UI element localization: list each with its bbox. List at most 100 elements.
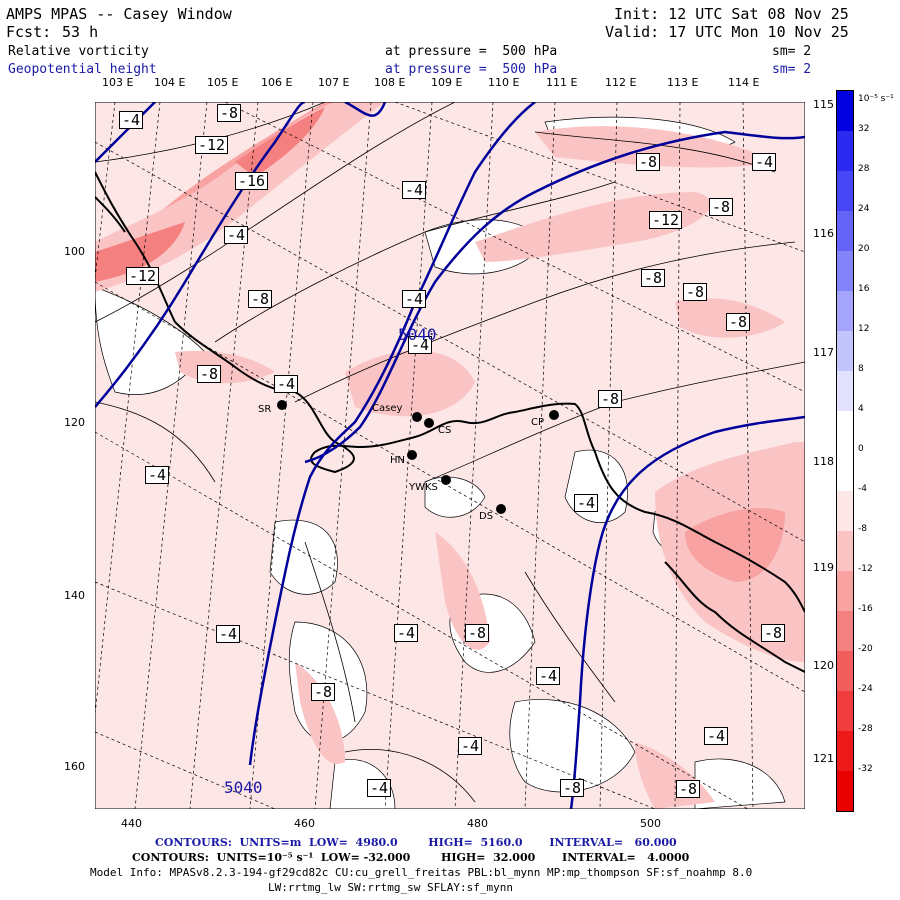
contour-label: -4 xyxy=(274,375,299,393)
forecast-value: 53 h xyxy=(62,23,99,41)
contour-label: -8 xyxy=(560,779,585,797)
colorbar-tick-label: 28 xyxy=(858,164,870,174)
lon-label: 113 E xyxy=(667,76,699,89)
station-dot-ywks[interactable] xyxy=(441,475,451,485)
plot-title: AMPS MPAS -- Casey Window xyxy=(6,5,232,23)
field2-smoothing: sm= 2 xyxy=(772,62,812,77)
contour-label: -8 xyxy=(726,313,751,331)
station-label-ywks: YWKS xyxy=(409,482,438,493)
lon-label: 114 E xyxy=(728,76,760,89)
footer-height-contours: CONTOURS: UNITS=m LOW= 4980.0 HIGH= 5160… xyxy=(155,836,677,849)
station-label-cp: CP xyxy=(531,417,545,428)
colorbar-tick-label: 12 xyxy=(858,324,870,334)
colorbar-tick-label: 4 xyxy=(858,404,864,414)
station-label-ds: DS xyxy=(479,511,494,522)
footer-vorticity-contours: CONTOURS: UNITS=10⁻⁵ s⁻¹ LOW= -32.000 HI… xyxy=(132,851,690,864)
graticule xyxy=(95,102,805,809)
contour-label: -12 xyxy=(649,211,683,229)
contour-label: -4 xyxy=(536,667,561,685)
field1-smoothing: sm= 2 xyxy=(772,44,812,59)
station-dot-cp[interactable] xyxy=(549,410,559,420)
field1-name: Relative vorticity xyxy=(8,44,149,59)
contour-label: -4 xyxy=(119,111,144,129)
station-dot-cs[interactable] xyxy=(424,418,434,428)
geopotential-contours xyxy=(95,102,805,809)
height-label: 5040 xyxy=(398,325,437,344)
contour-label: -4 xyxy=(458,737,483,755)
station-dot-ds[interactable] xyxy=(496,504,506,514)
station-label-cs: CS xyxy=(438,425,452,436)
colorbar-swatch xyxy=(837,771,853,811)
contour-label: -4 xyxy=(402,181,427,199)
colorbar-swatch xyxy=(837,451,853,491)
footer-model-info: Model Info: MPASv8.2.3-194-gf29cd82c CU:… xyxy=(90,866,753,879)
footer-model-info-2: LW:rrtmg_lw SW:rrtmg_sw SFLAY:sf_mynn xyxy=(268,881,514,894)
contour-label: -8 xyxy=(598,390,623,408)
colorbar-swatch xyxy=(837,331,853,371)
colorbar-swatch xyxy=(837,531,853,571)
x-axis-label: 440 xyxy=(121,817,142,830)
contour-label: -4 xyxy=(752,153,777,171)
contour-label: -8 xyxy=(248,290,273,308)
colorbar-swatch xyxy=(837,691,853,731)
x-axis-label: 500 xyxy=(640,817,661,830)
station-label-sr: SR xyxy=(258,404,272,415)
colorbar-swatch xyxy=(837,131,853,171)
contour-label: -16 xyxy=(235,172,269,190)
colorbar-tick-label: 16 xyxy=(858,284,870,294)
station-dot-hn[interactable] xyxy=(407,450,417,460)
y-axis-label: 120 xyxy=(64,416,85,429)
forecast-label: Fcst: xyxy=(6,23,52,41)
colorbar-tick-label: -32 xyxy=(858,764,873,774)
field2-pressure: at pressure = 500 hPa xyxy=(385,62,558,77)
colorbar-tick-label: 8 xyxy=(858,364,864,374)
init-time: Init: 12 UTC Sat 08 Nov 25 xyxy=(614,5,849,23)
colorbar-swatch xyxy=(837,251,853,291)
station-dot-casey[interactable] xyxy=(412,412,422,422)
colorbar-swatch xyxy=(837,91,853,131)
contour-label: -8 xyxy=(197,365,222,383)
contour-label: -4 xyxy=(224,226,249,244)
contour-label: -4 xyxy=(145,466,170,484)
lon-label: 104 E xyxy=(154,76,186,89)
colorbar-units: 10⁻⁵ s⁻¹ xyxy=(858,94,894,104)
station-dot-sr[interactable] xyxy=(277,400,287,410)
colorbar-swatch xyxy=(837,651,853,691)
contour-label: -4 xyxy=(402,290,427,308)
coastline xyxy=(95,171,805,673)
colorbar-tick-label: -12 xyxy=(858,564,873,574)
contour-label: -8 xyxy=(217,104,242,122)
valid-time: Valid: 17 UTC Mon 10 Nov 25 xyxy=(605,23,849,41)
colorbar-tick-label: -16 xyxy=(858,604,873,614)
colorbar-swatch xyxy=(837,731,853,771)
contour-label: -8 xyxy=(709,198,734,216)
colorbar-tick-label: 24 xyxy=(858,204,870,214)
y-axis-label: 160 xyxy=(64,760,85,773)
contour-label: -8 xyxy=(761,624,786,642)
contour-label: -4 xyxy=(408,336,433,354)
y-axis-label: 100 xyxy=(64,245,85,258)
lon-label: 112 E xyxy=(605,76,637,89)
contour-label: -8 xyxy=(636,153,661,171)
contour-label: -4 xyxy=(394,624,419,642)
colorbar-tick-label: -8 xyxy=(858,524,867,534)
contour-label: -8 xyxy=(683,283,708,301)
contour-label: -8 xyxy=(641,269,666,287)
colorbar xyxy=(836,90,854,812)
lon-label: 106 E xyxy=(261,76,293,89)
lon-label: 111 E xyxy=(546,76,578,89)
contour-label: -4 xyxy=(574,494,599,512)
contour-label: -8 xyxy=(676,780,701,798)
colorbar-swatch xyxy=(837,611,853,651)
lon-label: 108 E xyxy=(374,76,406,89)
contour-label: -8 xyxy=(311,683,336,701)
contour-label: -4 xyxy=(704,727,729,745)
height-label: 5040 xyxy=(224,778,263,797)
station-label-casey: Casey xyxy=(372,403,403,414)
x-axis-label: 480 xyxy=(467,817,488,830)
lon-label: 110 E xyxy=(488,76,520,89)
map-panel xyxy=(95,102,805,809)
colorbar-swatch xyxy=(837,411,853,451)
colorbar-swatch xyxy=(837,491,853,531)
colorbar-tick-label: 32 xyxy=(858,124,870,134)
